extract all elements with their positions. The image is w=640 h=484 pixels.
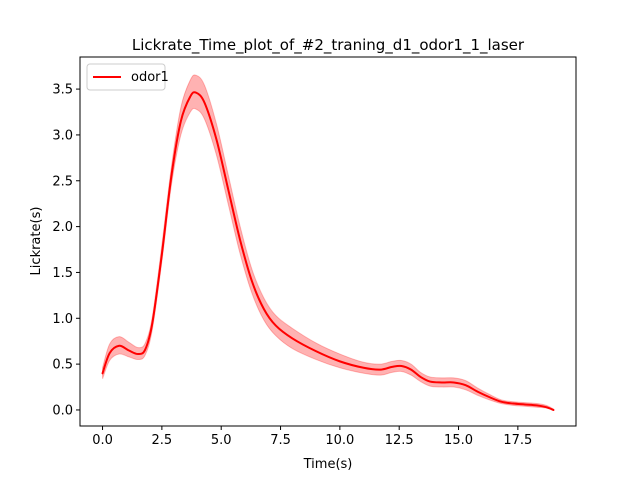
y-tick-label: 2.0: [52, 220, 73, 235]
y-tick-label: 0.0: [52, 403, 73, 418]
y-tick-label: 1.0: [52, 312, 73, 327]
x-tick-label: 7.5: [270, 433, 291, 448]
x-tick-label: 17.5: [503, 433, 532, 448]
x-tick-label: 12.5: [385, 433, 414, 448]
x-tick-label: 10.0: [325, 433, 354, 448]
y-tick-label: 1.5: [52, 266, 73, 281]
legend-box: [86, 63, 166, 91]
x-tick-label: 0.0: [92, 433, 113, 448]
legend: odor1: [86, 63, 169, 91]
y-tick-label: 3.0: [52, 128, 73, 143]
x-tick-label: 2.5: [152, 433, 173, 448]
legend-label-odor1: odor1: [131, 70, 169, 85]
y-tick-label: 3.5: [52, 83, 73, 98]
y-tick-label: 0.5: [52, 358, 73, 373]
x-tick-label: 15.0: [444, 433, 473, 448]
y-tick-label: 2.5: [52, 174, 73, 189]
x-tick-label: 5.0: [211, 433, 232, 448]
y-axis-label: Lickrate(s): [29, 207, 44, 276]
series-line-odor1: [101, 91, 555, 411]
plot-area-frame: [79, 56, 577, 427]
x-axis-label: Time(s): [303, 457, 353, 472]
chart-title: Lickrate_Time_plot_of_#2_traning_d1_odor…: [132, 36, 525, 55]
